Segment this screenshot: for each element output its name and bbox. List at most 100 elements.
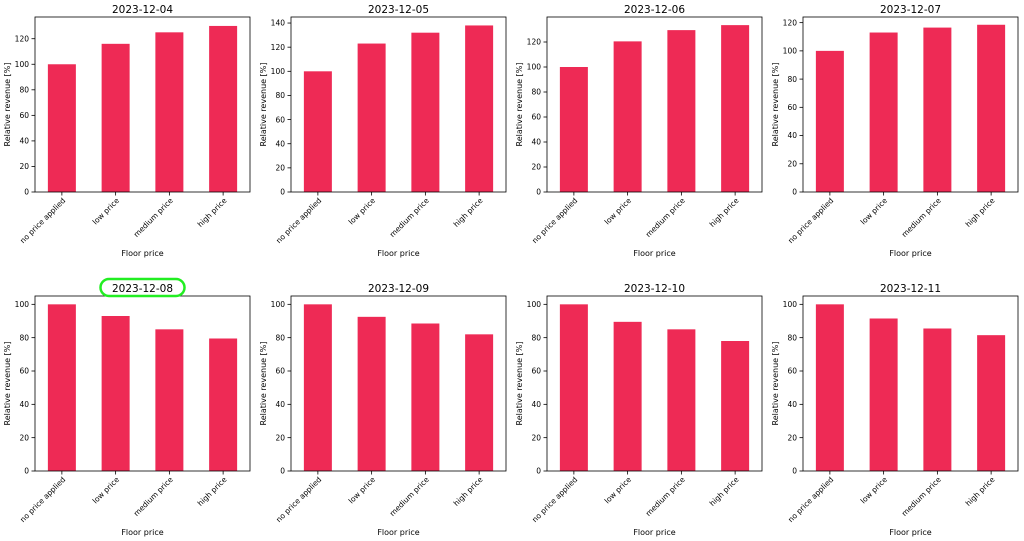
x-axis-label: Floor price bbox=[633, 528, 675, 537]
y-tick-label: 40 bbox=[275, 400, 285, 409]
bar bbox=[559, 67, 588, 192]
y-tick-label: 100 bbox=[271, 300, 286, 309]
x-tick-label: medium price bbox=[132, 475, 175, 518]
bar bbox=[923, 27, 952, 193]
y-tick-label: 60 bbox=[19, 367, 29, 376]
bar bbox=[613, 41, 642, 192]
chart-panel: 0 20 40 60 80 100 no price applied low price med… bbox=[3, 277, 251, 537]
bar bbox=[923, 328, 952, 471]
x-tick-label: high price bbox=[196, 196, 229, 229]
bar bbox=[101, 316, 130, 471]
y-tick-label: 40 bbox=[531, 400, 541, 409]
y-tick-label: 40 bbox=[787, 400, 797, 409]
axes-frame bbox=[290, 16, 507, 193]
y-tick-label: 0 bbox=[792, 467, 797, 476]
y-tick-label: 120 bbox=[527, 38, 542, 47]
y-tick-label: 0 bbox=[280, 467, 285, 476]
y-tick-label: 60 bbox=[531, 367, 541, 376]
x-tick-label: no price applied bbox=[18, 196, 67, 245]
chart-title: 2023-12-06 bbox=[624, 4, 685, 16]
y-tick-label: 0 bbox=[536, 467, 541, 476]
chart-panel: 0 20 40 60 80 100 120 no price applied low price… bbox=[515, 4, 763, 258]
y-tick-label: 100 bbox=[15, 60, 30, 69]
x-tick-label: low price bbox=[603, 475, 634, 506]
x-tick-label: no price applied bbox=[786, 196, 835, 245]
y-tick-label: 80 bbox=[19, 86, 29, 95]
y-tick-label: 20 bbox=[19, 162, 29, 171]
y-axis-label: Relative revenue [%] bbox=[259, 342, 268, 426]
chart-title: 2023-12-07 bbox=[880, 4, 941, 16]
bar bbox=[303, 304, 332, 471]
bar bbox=[209, 25, 238, 193]
x-tick-label: medium price bbox=[644, 196, 687, 239]
y-tick-label: 120 bbox=[783, 18, 798, 27]
bar bbox=[977, 24, 1006, 192]
y-tick-label: 40 bbox=[531, 138, 541, 147]
x-tick-label: high price bbox=[708, 475, 741, 508]
y-tick-label: 60 bbox=[787, 103, 797, 112]
y-tick-label: 0 bbox=[24, 188, 29, 197]
bar bbox=[101, 43, 130, 193]
x-tick-label: no price applied bbox=[530, 196, 579, 245]
x-tick-label: no price applied bbox=[18, 475, 67, 524]
y-tick-label: 40 bbox=[19, 137, 29, 146]
y-tick-label: 80 bbox=[787, 333, 797, 342]
y-tick-label: 140 bbox=[271, 19, 286, 28]
chart-title: 2023-12-10 bbox=[624, 283, 685, 295]
bar bbox=[47, 304, 76, 471]
y-tick-label: 80 bbox=[531, 88, 541, 97]
x-axis-label: Floor price bbox=[377, 528, 419, 537]
chart-panel: 0 20 40 60 80 100 120 no price applied low price… bbox=[3, 4, 251, 258]
y-tick-label: 60 bbox=[275, 115, 285, 124]
chart-panel: 0 20 40 60 80 100 120 140 no price applied low pr… bbox=[259, 4, 507, 258]
x-tick-label: low price bbox=[859, 196, 890, 227]
bar bbox=[303, 71, 332, 192]
x-axis-label: Floor price bbox=[633, 249, 675, 258]
y-tick-label: 0 bbox=[792, 188, 797, 197]
y-tick-label: 20 bbox=[531, 433, 541, 442]
x-tick-label: high price bbox=[708, 196, 741, 229]
y-tick-label: 100 bbox=[527, 300, 542, 309]
bar bbox=[667, 30, 696, 192]
y-tick-label: 100 bbox=[15, 300, 30, 309]
y-tick-label: 40 bbox=[787, 131, 797, 140]
x-tick-label: high price bbox=[452, 475, 485, 508]
bar bbox=[815, 50, 844, 192]
y-tick-label: 80 bbox=[531, 333, 541, 342]
bar bbox=[47, 64, 76, 192]
y-tick-label: 20 bbox=[787, 159, 797, 168]
x-axis-label: Floor price bbox=[377, 249, 419, 258]
x-tick-label: low price bbox=[91, 475, 122, 506]
y-tick-label: 0 bbox=[536, 188, 541, 197]
chart-title: 2023-12-09 bbox=[368, 283, 429, 295]
y-tick-label: 40 bbox=[275, 139, 285, 148]
x-tick-label: medium price bbox=[388, 196, 431, 239]
axes-frame bbox=[290, 295, 507, 472]
x-axis-label: Floor price bbox=[121, 528, 163, 537]
bar bbox=[465, 25, 494, 193]
bar bbox=[155, 329, 184, 471]
y-tick-label: 60 bbox=[19, 111, 29, 120]
x-tick-label: low price bbox=[347, 196, 378, 227]
x-axis-label: Floor price bbox=[889, 528, 931, 537]
axes-frame bbox=[802, 16, 1019, 193]
y-tick-label: 60 bbox=[787, 367, 797, 376]
x-axis-label: Floor price bbox=[889, 249, 931, 258]
x-tick-label: medium price bbox=[132, 196, 175, 239]
y-tick-label: 100 bbox=[783, 47, 798, 56]
y-tick-label: 120 bbox=[15, 34, 30, 43]
y-tick-label: 0 bbox=[280, 188, 285, 197]
chart-panel: 0 20 40 60 80 100 no price applied low price med… bbox=[259, 283, 507, 537]
y-axis-label: Relative revenue [%] bbox=[3, 63, 12, 147]
x-tick-label: medium price bbox=[388, 475, 431, 518]
x-tick-label: no price applied bbox=[274, 475, 323, 524]
bar bbox=[357, 43, 386, 192]
bar bbox=[667, 329, 696, 471]
y-tick-label: 20 bbox=[275, 433, 285, 442]
y-tick-label: 20 bbox=[275, 164, 285, 173]
bar bbox=[209, 338, 238, 471]
y-axis-label: Relative revenue [%] bbox=[771, 63, 780, 147]
y-tick-label: 20 bbox=[787, 433, 797, 442]
bar bbox=[977, 335, 1006, 471]
axes-frame bbox=[802, 295, 1019, 472]
